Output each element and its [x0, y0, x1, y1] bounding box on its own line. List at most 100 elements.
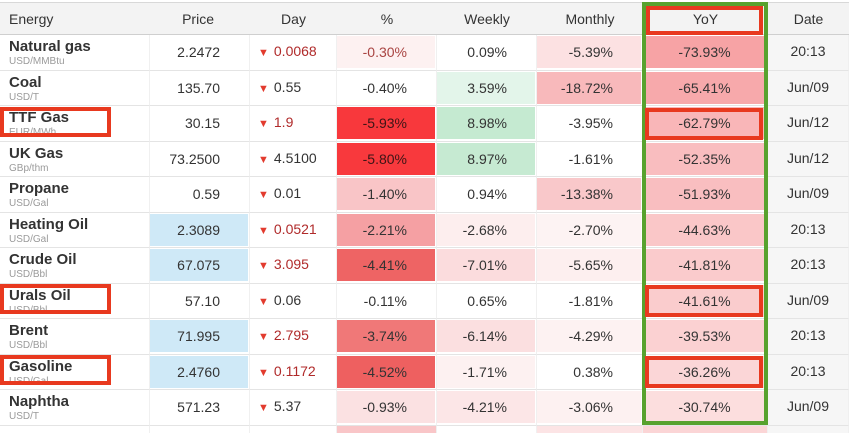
- commodity-name[interactable]: Natural gas: [9, 38, 91, 55]
- down-triangle-icon: ▼: [258, 295, 269, 308]
- table-row: Naphtha USD/T 571.23 ▼ 5.37 -0.93% -4.21%…: [0, 390, 849, 426]
- yoy-change-cell: -73.93%: [643, 35, 768, 71]
- commodity-name[interactable]: Gasoline: [9, 357, 73, 375]
- percent-change-cell: -0.93%: [337, 390, 437, 426]
- yoy-change-value: -51.93%: [643, 178, 766, 210]
- day-change-value: 0.0068: [273, 43, 317, 59]
- price-cell: 135.70: [150, 70, 250, 106]
- table-row: Natural gas USD/MMBtu 2.2472 ▼ 0.0068 -0.…: [0, 35, 849, 71]
- commodity-name[interactable]: Heating Oil: [9, 215, 89, 233]
- monthly-change-value: -18.72%: [537, 71, 641, 104]
- date-cell: Jun/09: [768, 177, 849, 213]
- date-cell: 20:13: [768, 248, 849, 284]
- monthly-change-value: -5.65%: [537, 249, 641, 281]
- commodity-cell: Crude Oil USD/Bbl: [0, 248, 150, 284]
- date-cell: Jun/09: [768, 283, 849, 319]
- percent-change-value: -4.52%: [337, 355, 435, 388]
- weekly-change-cell: 8.98%: [437, 106, 537, 142]
- percent-change-value: -5.93%: [337, 107, 435, 139]
- down-triangle-icon: ▼: [258, 224, 269, 237]
- commodity-name[interactable]: Urals Oil: [9, 286, 71, 304]
- table-row: Brent USD/Bbl 71.995 ▼ 2.795 -3.74% -6.14…: [0, 319, 849, 355]
- percent-change-value: -0.11%: [337, 284, 435, 317]
- table-row: TTF Gas EUR/MWh 30.15 ▼ 1.9 -5.93% 8.98% …: [0, 106, 849, 142]
- monthly-change-value: -3.06%: [537, 391, 641, 423]
- commodity-cell: Gasoline USD/Gal: [0, 354, 150, 390]
- day-change-value: 0.0521: [273, 220, 317, 237]
- column-header-monthly[interactable]: Monthly: [537, 3, 643, 35]
- column-header-energy[interactable]: Energy: [0, 3, 150, 35]
- weekly-change-value: -4.21%: [437, 391, 535, 423]
- column-header-day[interactable]: Day: [250, 3, 337, 35]
- weekly-change-cell: 3.59%: [437, 70, 537, 106]
- price-value: 2.4760: [150, 355, 248, 388]
- date-cell: Jun/09: [768, 70, 849, 106]
- column-header-price[interactable]: Price: [150, 3, 250, 35]
- monthly-change-cell: -1.81%: [537, 283, 643, 319]
- column-header-date[interactable]: Date: [768, 3, 849, 35]
- commodity-unit: EUR/MWh: [9, 127, 57, 138]
- commodity-name[interactable]: Coal: [9, 73, 42, 91]
- weekly-change-cell: -6.14%: [437, 319, 537, 355]
- commodity-name[interactable]: Naphtha: [9, 393, 69, 410]
- weekly-change-cell: -7.01%: [437, 248, 537, 284]
- percent-change-value: -4.41%: [337, 249, 435, 281]
- percent-change-value: -5.80%: [337, 142, 435, 175]
- weekly-change-value: -2.68%: [437, 213, 535, 246]
- yoy-change-value: -30.74%: [643, 391, 766, 423]
- yoy-change-value: -44.63%: [643, 213, 766, 246]
- date-cell: Jun/12: [768, 141, 849, 177]
- column-header-yoy[interactable]: YoY: [643, 3, 768, 35]
- weekly-change-cell: 8.97%: [437, 141, 537, 177]
- column-header-weekly[interactable]: Weekly: [437, 3, 537, 35]
- weekly-change-value: 0.94%: [437, 178, 535, 210]
- day-change-cell: ▼ 0.1172: [250, 354, 337, 390]
- commodity-cell: Propane USD/Gal: [0, 177, 150, 213]
- weekly-change-value: 0.09%: [437, 36, 535, 68]
- day-change-cell: ▼ 0.55: [250, 70, 337, 106]
- day-change-value: 3.095: [273, 256, 309, 272]
- commodity-unit: USD/Gal: [9, 233, 49, 245]
- date-cell: 20:13: [768, 319, 849, 355]
- day-change-cell: ▼ 0.06: [250, 283, 337, 319]
- monthly-change-value: -1.81%: [537, 284, 641, 317]
- commodity-name[interactable]: Propane: [9, 180, 70, 197]
- weekly-change-cell: 0.09%: [437, 35, 537, 71]
- commodity-name[interactable]: UK Gas: [9, 144, 64, 162]
- partial-cell: [537, 425, 643, 433]
- commodity-unit: GBp/thm: [9, 162, 49, 174]
- yoy-change-value: -73.93%: [643, 36, 766, 68]
- commodity-cell: Heating Oil USD/Gal: [0, 212, 150, 248]
- yoy-change-cell: -41.81%: [643, 248, 768, 284]
- yoy-change-value: -41.61%: [643, 284, 766, 317]
- day-change-cell: ▼ 0.0521: [250, 212, 337, 248]
- column-header-percent[interactable]: %: [337, 3, 437, 35]
- monthly-change-cell: -2.70%: [537, 212, 643, 248]
- weekly-change-value: 8.97%: [437, 142, 535, 175]
- down-triangle-icon: ▼: [258, 366, 269, 379]
- price-cell: 71.995: [150, 319, 250, 355]
- commodity-name[interactable]: Brent: [9, 322, 49, 339]
- commodity-name[interactable]: Crude Oil: [9, 251, 77, 268]
- weekly-change-value: -6.14%: [437, 320, 535, 352]
- day-change-value: 2.795: [273, 327, 309, 343]
- percent-change-value: -0.30%: [337, 36, 435, 68]
- down-triangle-icon: ▼: [258, 118, 269, 130]
- monthly-change-cell: 0.38%: [537, 354, 643, 390]
- commodity-name[interactable]: TTF Gas: [9, 109, 70, 126]
- monthly-change-cell: -13.38%: [537, 177, 643, 213]
- commodity-unit: USD/Gal: [9, 198, 49, 209]
- date-cell: Jun/09: [768, 390, 849, 426]
- weekly-change-value: 0.65%: [437, 284, 535, 317]
- commodity-cell: Natural gas USD/MMBtu: [0, 35, 150, 71]
- price-cell: 2.4760: [150, 354, 250, 390]
- partial-cell: [643, 425, 768, 433]
- commodity-unit: USD/Bbl: [9, 269, 48, 280]
- commodity-cell: TTF Gas EUR/MWh: [0, 106, 150, 142]
- price-cell: 0.59: [150, 177, 250, 213]
- price-cell: 73.2500: [150, 141, 250, 177]
- price-cell: 571.23: [150, 390, 250, 426]
- down-triangle-icon: ▼: [258, 82, 269, 95]
- commodity-unit: USD/Bbl: [9, 340, 48, 351]
